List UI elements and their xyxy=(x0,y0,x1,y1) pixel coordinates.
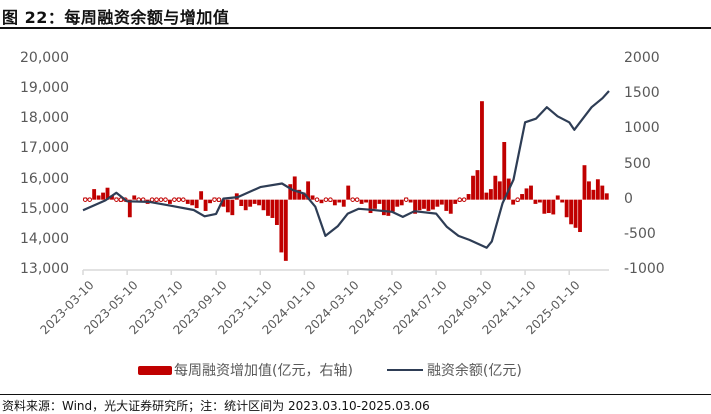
margin-balance-line xyxy=(82,90,610,249)
right-y-tick: 1500 xyxy=(624,85,660,102)
legend-line-label: 融资余额(亿元) xyxy=(426,363,522,379)
legend-bar-label: 每周融资增加值(亿元，右轴) xyxy=(174,363,353,379)
weekly-increase-bars xyxy=(82,101,609,261)
right-y-tick: -500 xyxy=(624,225,656,242)
left-y-tick: 14,000 xyxy=(20,230,69,247)
left-y-tick: 15,000 xyxy=(20,200,69,217)
source-divider xyxy=(0,394,711,395)
left-y-tick: 20,000 xyxy=(20,50,69,66)
left-y-tick: 17,000 xyxy=(20,140,69,157)
left-y-tick: 18,000 xyxy=(20,110,69,127)
x-axis-ticks xyxy=(82,270,570,275)
title-divider xyxy=(0,27,711,29)
right-y-tick: -1000 xyxy=(624,261,665,277)
left-y-tick: 19,000 xyxy=(20,80,69,97)
legend-bar-swatch xyxy=(138,365,172,375)
right-y-tick: 0 xyxy=(624,190,633,207)
right-y-tick: 500 xyxy=(624,155,651,172)
right-y-tick: 2000 xyxy=(624,50,660,66)
figure-title: 图 22：每周融资余额与增加值 xyxy=(2,8,230,27)
legend-line-swatch xyxy=(386,369,423,371)
source-note: 资料来源：Wind，光大证券研究所；注：统计区间为 2023.03.10-202… xyxy=(2,399,430,413)
left-y-tick: 16,000 xyxy=(20,170,69,187)
chart-legend: 每周融资增加值(亿元，右轴) 融资余额(亿元) xyxy=(138,360,522,380)
right-y-tick: 1000 xyxy=(624,120,660,137)
left-y-tick: 13,000 xyxy=(20,261,69,277)
